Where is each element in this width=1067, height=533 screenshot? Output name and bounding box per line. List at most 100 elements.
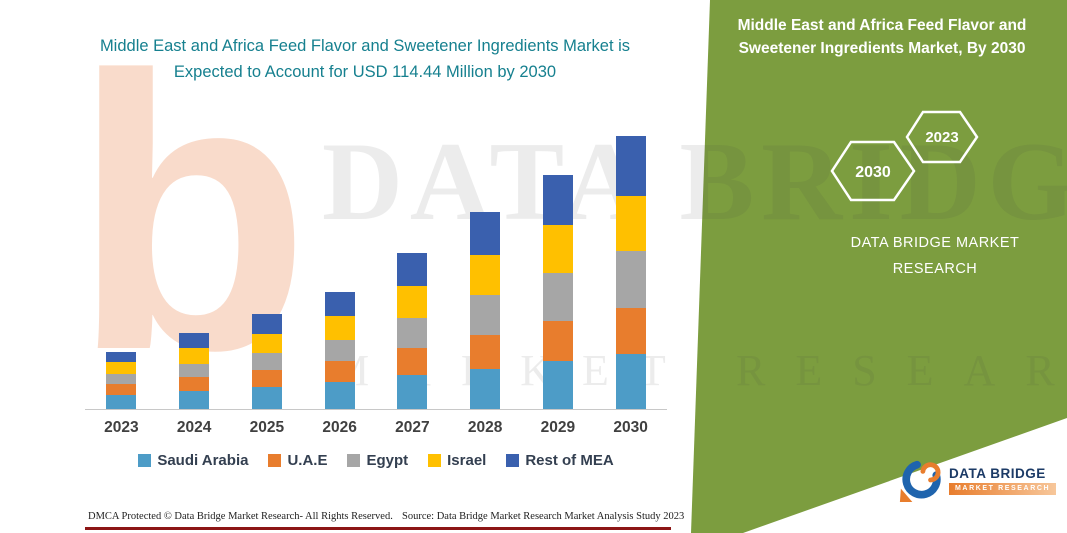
legend-label: Egypt — [366, 452, 409, 469]
footer-accent-line — [85, 527, 671, 530]
footer-source-text: Source: Data Bridge Market Research Mark… — [402, 511, 685, 522]
x-axis-label-2024: 2024 — [176, 419, 212, 436]
bar-segment-2024-egypt — [179, 364, 210, 377]
bar-segment-2025-rest-of-mea — [251, 314, 282, 334]
legend: Saudi Arabia U.A.E Egypt Israel Rest of MEA — [85, 452, 667, 469]
bar-segment-2024-israel — [179, 348, 210, 364]
hexagon-outline — [830, 140, 916, 202]
stacked-bar-chart: 2023 2024 2025 2026 2027 2028 2029 2030 Saudi A… — [85, 120, 667, 469]
bar-segment-2029-saudi-arabia — [542, 361, 573, 409]
databridge-logo-icon — [899, 460, 941, 502]
legend-swatch — [506, 454, 520, 467]
bar-stack-2028 — [470, 212, 501, 409]
brand-line-2: RESEARCH — [892, 261, 978, 278]
bar-segment-2030-israel — [615, 196, 646, 251]
plot-area — [85, 120, 667, 410]
hexagon-2030: 2030 — [830, 140, 916, 202]
bar-segment-2030-rest-of-mea — [615, 136, 646, 196]
bar-segment-2026-egypt — [324, 340, 355, 361]
bar-segment-2027-rest-of-mea — [397, 253, 428, 286]
legend-label: Rest of MEA — [525, 452, 614, 469]
bar-segment-2030-u-a-e — [615, 308, 646, 354]
databridge-logo-text: DATA BRIDGE MARKET RESEARCH — [949, 465, 1057, 495]
bar-segment-2023-rest-of-mea — [106, 352, 137, 362]
x-axis-label-2026: 2026 — [322, 419, 357, 436]
bar-segment-2027-israel — [397, 286, 428, 318]
legend-item-israel: Israel — [428, 452, 486, 469]
bar-segment-2026-saudi-arabia — [324, 382, 355, 409]
bar-column-2023 — [85, 352, 158, 409]
bar-segment-2028-egypt — [470, 295, 501, 335]
bar-segment-2030-saudi-arabia — [615, 354, 646, 409]
bar-segment-2029-rest-of-mea — [542, 175, 573, 225]
x-axis-label-2030: 2030 — [613, 419, 648, 436]
bar-segment-2024-saudi-arabia — [179, 391, 210, 409]
legend-item-saudi-arabia: Saudi Arabia — [138, 452, 248, 469]
bar-column-2026 — [303, 292, 376, 409]
hexagon-outline — [905, 110, 979, 164]
bar-segment-2025-u-a-e — [251, 370, 282, 387]
bar-stack-2025 — [251, 314, 282, 409]
bar-segment-2025-egypt — [251, 353, 282, 370]
bar-segment-2029-egypt — [542, 273, 573, 321]
bar-stack-2030 — [615, 136, 646, 409]
bar-stack-2026 — [324, 292, 355, 409]
bar-segment-2026-u-a-e — [324, 361, 355, 382]
bar-column-2029 — [522, 175, 595, 409]
bar-column-2028 — [449, 212, 522, 409]
watermark-text-primary: DATA BRIDGE — [322, 120, 1067, 244]
legend-swatch — [268, 454, 282, 467]
legend-label: Saudi Arabia — [157, 452, 249, 469]
hexagon-2023: 2023 — [905, 110, 979, 164]
logo-name: DATA BRIDGE — [949, 465, 1046, 481]
x-axis-label-2027: 2027 — [395, 419, 430, 436]
bar-segment-2029-u-a-e — [542, 321, 573, 361]
hexagon-2023-label: 2023 — [925, 129, 958, 146]
legend-label: Israel — [447, 452, 487, 469]
bar-column-2027 — [376, 253, 449, 409]
bar-segment-2027-egypt — [397, 318, 428, 348]
bar-segment-2025-saudi-arabia — [251, 387, 282, 409]
bar-segment-2027-saudi-arabia — [397, 375, 428, 409]
chart-title: Middle East and Africa Feed Flavor and S… — [99, 37, 631, 81]
logo-tagline: MARKET RESEARCH — [949, 482, 1057, 495]
bar-segment-2023-egypt — [106, 374, 137, 384]
bar-segment-2026-israel — [324, 316, 355, 340]
bar-segment-2024-rest-of-mea — [179, 333, 210, 348]
bar-stack-2029 — [542, 175, 573, 409]
legend-item-u-a-e: U.A.E — [268, 452, 327, 469]
hexagon-2030-label: 2030 — [855, 164, 891, 181]
bar-stack-2024 — [179, 333, 210, 409]
bar-segment-2027-u-a-e — [397, 348, 428, 375]
databridge-logo: DATA BRIDGE MARKET RESEARCH — [898, 456, 1057, 504]
bar-column-2030 — [594, 136, 667, 409]
brand-line-1: DATA BRIDGE MARKET — [850, 235, 1020, 251]
footer-dmca-text: DMCA Protected © Data Bridge Market Rese… — [88, 511, 393, 522]
bar-segment-2024-u-a-e — [179, 377, 210, 391]
bar-segment-2026-rest-of-mea — [324, 292, 355, 316]
x-axis-label-2028: 2028 — [467, 419, 503, 436]
bar-segment-2028-u-a-e — [470, 335, 501, 369]
x-axis-label-2029: 2029 — [540, 419, 576, 436]
bar-stack-2027 — [397, 253, 428, 409]
bar-column-2025 — [231, 314, 304, 409]
x-axis-label-2023: 2023 — [104, 419, 139, 436]
legend-label: U.A.E — [287, 452, 328, 469]
legend-swatch — [428, 454, 442, 467]
legend-item-egypt: Egypt — [347, 452, 408, 469]
x-axis-label-2025: 2025 — [249, 419, 285, 436]
legend-item-rest-of-mea: Rest of MEA — [506, 452, 614, 469]
side-panel-brand: DATA BRIDGE MARKET RESEARCH — [805, 230, 1065, 282]
bar-segment-2023-israel — [106, 362, 137, 374]
bar-segment-2030-egypt — [615, 251, 646, 308]
watermark-text-secondary: MARKET RESEARCH — [330, 346, 1067, 395]
bar-segment-2023-saudi-arabia — [106, 395, 137, 409]
legend-swatch — [347, 454, 361, 467]
bar-segment-2025-israel — [251, 334, 282, 353]
x-axis-labels: 2023 2024 2025 2026 2027 2028 2029 2030 — [85, 410, 667, 437]
bar-segment-2029-israel — [542, 225, 573, 273]
bar-segment-2023-u-a-e — [106, 384, 137, 395]
bar-segment-2028-rest-of-mea — [470, 212, 501, 255]
legend-swatch — [138, 454, 152, 467]
